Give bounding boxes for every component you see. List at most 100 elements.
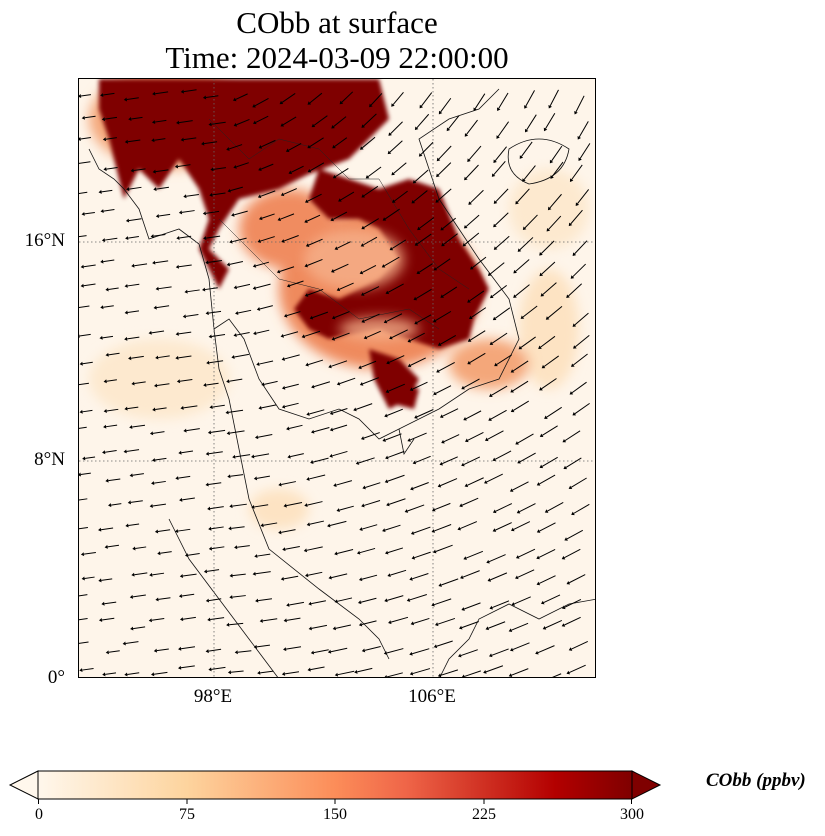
wind-arrow-head [233, 122, 238, 127]
wind-arrow-head [328, 364, 332, 369]
wind-arrow-head [334, 599, 338, 604]
wind-arrow [125, 641, 139, 644]
wind-arrow [259, 305, 273, 310]
wind-arrow [230, 474, 244, 477]
wind-arrow-head [464, 483, 469, 488]
wind-arrow-head [518, 345, 523, 350]
lat-label-16n: 16°N [24, 230, 65, 251]
wind-arrow [574, 312, 589, 326]
wind-arrow-head [207, 430, 212, 435]
wind-arrow [313, 426, 330, 433]
wind-arrow [440, 334, 457, 345]
wind-arrow-head [497, 107, 501, 111]
wind-arrow [416, 409, 434, 418]
wind-arrow [363, 500, 381, 506]
wind-arrow-head [205, 260, 209, 265]
wind-arrow [128, 523, 140, 527]
wind-arrow-head [123, 449, 127, 454]
wind-arrow [579, 143, 591, 159]
wind-arrow-head [381, 264, 386, 268]
wind-arrow [79, 333, 91, 337]
wind-arrow-head [382, 438, 386, 442]
wind-arrow [311, 600, 326, 605]
wind-arrow [178, 264, 192, 268]
wind-arrow [313, 381, 331, 388]
wind-arrow [564, 616, 581, 626]
wind-arrow [232, 237, 247, 243]
wind-arrow-head [202, 211, 207, 216]
wind-arrow [366, 330, 381, 338]
wind-arrow-head [308, 601, 312, 606]
wind-arrow [461, 621, 479, 629]
colorbar-tick-150: 150 [323, 806, 347, 823]
wind-arrow-head [205, 649, 209, 654]
wind-arrow [442, 286, 458, 297]
wind-arrow-head [100, 305, 104, 310]
wind-arrow [179, 120, 193, 124]
wind-arrow-head [572, 323, 577, 327]
wind-arrow [443, 233, 458, 245]
wind-arrow-head [460, 575, 464, 580]
wind-arrow [573, 503, 590, 514]
wind-arrow-head [153, 187, 157, 192]
wind-arrow [460, 521, 478, 530]
wind-arrow [437, 162, 452, 176]
wind-arrow [85, 456, 96, 459]
wind-arrow-head [131, 572, 135, 577]
wind-arrow-head [285, 148, 290, 153]
wind-arrow [236, 332, 250, 336]
wind-arrow [465, 164, 479, 179]
map-panel [78, 78, 596, 678]
wind-arrow-head [391, 103, 395, 107]
wind-arrow-head [98, 189, 102, 194]
wind-arrow [181, 210, 195, 213]
wind-arrow-head [104, 544, 108, 549]
wind-arrow [412, 648, 430, 655]
wind-arrow [180, 646, 196, 650]
wind-arrow-head [522, 226, 527, 231]
wind-arrow [485, 665, 504, 673]
colorbar-tick-300: 300 [620, 806, 644, 823]
wind-arrow [206, 569, 220, 572]
wind-arrow-head [227, 670, 232, 675]
wind-arrow-head [434, 622, 439, 627]
wind-arrow [523, 165, 536, 180]
wind-arrow-head [108, 503, 112, 508]
wind-arrow-head [437, 673, 442, 677]
wind-arrow-head [458, 653, 462, 658]
wind-arrow-head [99, 335, 103, 340]
wind-arrow-head [307, 667, 311, 672]
wind-arrow-head [80, 283, 84, 288]
wind-arrow-head [327, 649, 332, 654]
wind-arrow-head [384, 413, 388, 418]
wind-arrow [412, 573, 429, 580]
wind-arrow-head [493, 159, 497, 164]
wind-arrow-head [233, 285, 238, 290]
wind-arrow-head [101, 117, 106, 122]
wind-arrow-head [80, 264, 84, 269]
wind-arrow-head [440, 294, 444, 298]
wind-arrow-head [232, 97, 237, 102]
wind-arrow [128, 218, 142, 222]
wind-arrow-head [174, 529, 179, 534]
wind-arrow [106, 408, 119, 412]
wind-arrow [359, 547, 376, 554]
wind-arrow-head [131, 263, 135, 268]
wind-arrow-head [259, 216, 263, 221]
wind-arrow [155, 260, 169, 264]
wind-arrow [539, 474, 556, 485]
wind-arrow [538, 548, 556, 558]
wind-arrow [573, 353, 588, 366]
wind-arrow-head [384, 479, 389, 484]
wind-arrow [255, 261, 270, 267]
wind-arrow-head [180, 405, 184, 410]
wind-arrow [335, 167, 349, 178]
wind-arrow-head [308, 626, 312, 631]
wind-arrow [384, 256, 400, 267]
wind-arrow-head [205, 311, 209, 316]
lat-label-8n: 8°N [34, 449, 65, 470]
wind-arrow [465, 410, 482, 420]
wind-arrow-head [229, 239, 233, 244]
wind-arrow [333, 263, 349, 272]
wind-arrow-head [385, 290, 390, 295]
